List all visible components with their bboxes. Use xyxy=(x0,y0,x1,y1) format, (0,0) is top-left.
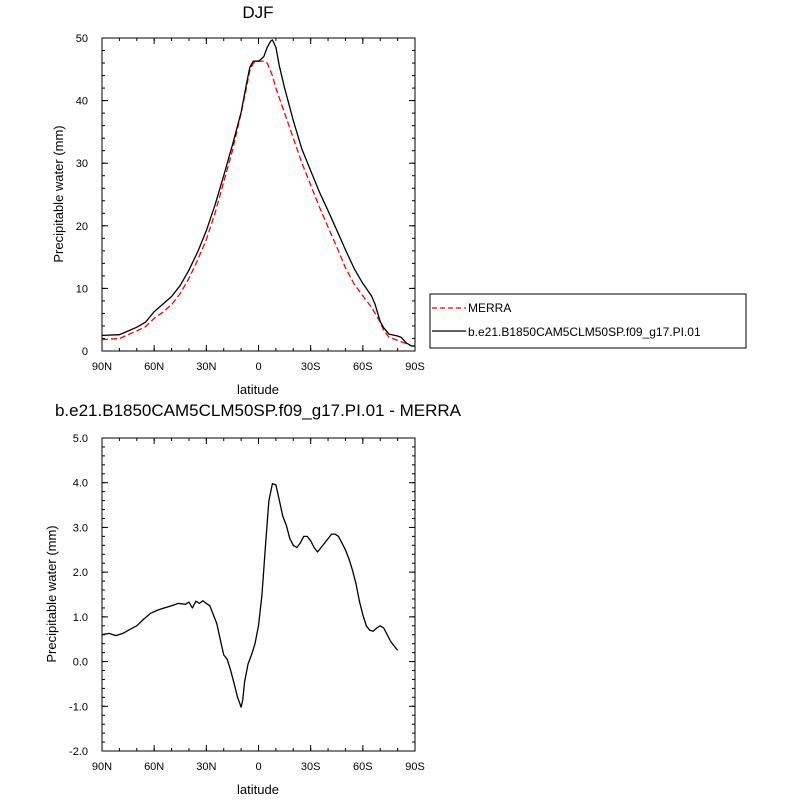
chart-difference-title: b.e21.B1850CAM5CLM50SP.f09_g17.PI.01 - M… xyxy=(55,401,462,420)
chart-djf-y-axis-label: Precipitable water (mm) xyxy=(51,125,66,262)
chart-difference-y-tick-label: -1.0 xyxy=(69,701,88,713)
chart-djf-x-ticks: 90N 60N 30N 0 30S 60S 90S xyxy=(92,38,425,373)
chart-difference-y-tick-label: 0.0 xyxy=(73,657,88,669)
chart-djf-x-tick-label: 60N xyxy=(144,361,164,373)
chart-djf-y-tick-label: 30 xyxy=(76,158,88,170)
chart-djf-y-tick-label: 40 xyxy=(76,96,88,108)
chart-djf-plot-frame xyxy=(101,37,416,352)
chart-difference-y-tick-label: 4.0 xyxy=(73,478,88,490)
chart-difference-series xyxy=(101,482,399,708)
chart-djf-x-tick-label: 30N xyxy=(196,361,216,373)
chart-djf-x-tick-label: 60S xyxy=(353,361,373,373)
chart-difference: b.e21.B1850CAM5CLM50SP.f09_g17.PI.01 - M… xyxy=(44,401,462,797)
chart-difference-series-line-1 xyxy=(101,482,399,708)
chart-djf-y-tick-label: 50 xyxy=(76,33,88,45)
chart-difference-y-tick-label: 1.0 xyxy=(73,612,88,624)
chart-djf-x-tick-label: 30S xyxy=(301,361,321,373)
chart-difference-x-tick-label: 90S xyxy=(405,761,425,773)
chart-difference-plot-frame xyxy=(101,437,416,752)
chart-djf-series-line-2 xyxy=(101,39,415,347)
chart-djf-y-tick-label: 20 xyxy=(76,221,88,233)
chart-difference-y-ticks: -2.0 -1.0 0.0 1.0 2.0 3.0 4.0 5.0 xyxy=(69,433,415,758)
chart-djf-legend: MERRA b.e21.B1850CAM5CLM50SP.f09_g17.PI.… xyxy=(429,293,747,349)
chart-djf-title: DJF xyxy=(242,3,273,22)
chart-djf-x-axis-label: latitude xyxy=(237,382,279,397)
chart-difference-x-tick-label: 60S xyxy=(353,761,373,773)
chart-djf-x-tick-label: 0 xyxy=(255,361,261,373)
chart-djf-series-line-1 xyxy=(101,60,415,347)
chart-difference-x-tick-label: 60N xyxy=(144,761,164,773)
chart-difference-y-tick-label: 2.0 xyxy=(73,567,88,579)
chart-djf: DJF 0 10 20 30 40 50 90N 60N 30N 0 30S 60S 90S lati… xyxy=(51,3,747,397)
chart-djf-x-tick-label: 90N xyxy=(92,361,112,373)
chart-difference-y-axis-label: Precipitable water (mm) xyxy=(44,525,59,662)
chart-difference-x-tick-label: 90N xyxy=(92,761,112,773)
chart-djf-y-tick-label: 10 xyxy=(76,283,88,295)
legend-model-label: b.e21.B1850CAM5CLM50SP.f09_g17.PI.01 xyxy=(468,325,701,339)
legend-merra-label: MERRA xyxy=(468,301,511,315)
chart-difference-x-axis-label: latitude xyxy=(237,782,279,797)
chart-difference-x-ticks: 90N 60N 30N 0 30S 60S 90S xyxy=(92,438,425,773)
chart-difference-y-tick-label: 3.0 xyxy=(73,522,88,534)
chart-djf-series xyxy=(101,39,415,347)
chart-difference-x-tick-label: 0 xyxy=(255,761,261,773)
chart-difference-y-tick-label: 5.0 xyxy=(73,433,88,445)
chart-difference-x-tick-label: 30N xyxy=(196,761,216,773)
chart-djf-y-tick-label: 0 xyxy=(82,346,88,358)
chart-djf-y-ticks: 0 10 20 30 40 50 xyxy=(76,33,415,358)
chart-djf-x-tick-label: 90S xyxy=(405,361,425,373)
chart-difference-x-tick-label: 30S xyxy=(301,761,321,773)
chart-difference-y-tick-label: -2.0 xyxy=(69,746,88,758)
legend-box xyxy=(429,293,747,349)
